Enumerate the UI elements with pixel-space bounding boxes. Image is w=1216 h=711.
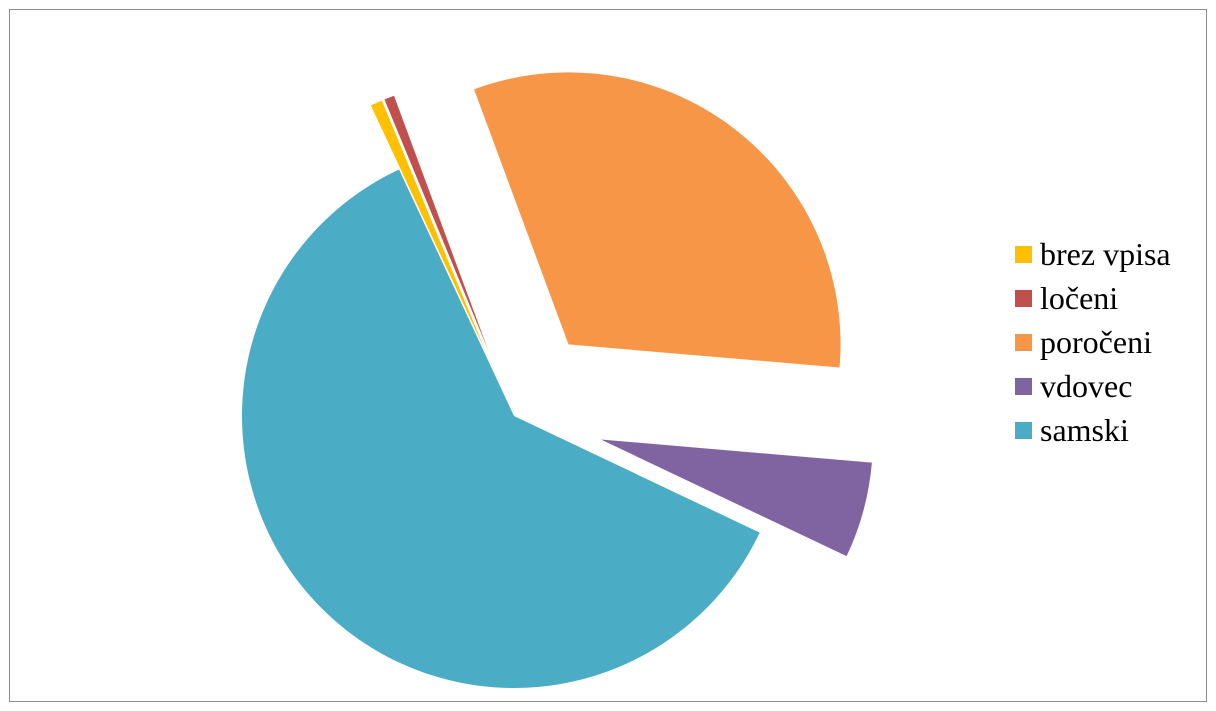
pie-slices [242, 72, 872, 689]
pie-slice-vdovec [600, 439, 872, 557]
legend-item-vdovec: vdovec [1015, 364, 1171, 408]
legend-swatch [1015, 289, 1032, 307]
pie-slice-samski [242, 169, 760, 689]
legend-swatch [1015, 245, 1032, 263]
pie-slice-ločeni [384, 95, 489, 351]
legend-label: vdovec [1040, 368, 1133, 404]
legend-item-samski: samski [1015, 408, 1171, 452]
legend-label: poročeni [1040, 324, 1152, 360]
legend-item-poroceni: poročeni [1015, 320, 1171, 364]
legend-swatch [1015, 333, 1032, 351]
legend-swatch [1015, 421, 1032, 439]
legend-item-brez-vpisa: brez vpisa [1015, 232, 1171, 276]
legend-item-loceni: ločeni [1015, 276, 1171, 320]
pie-slice-brez-vpisa [370, 100, 486, 352]
pie-slice-poročeni [474, 72, 841, 368]
legend-label: samski [1040, 412, 1129, 448]
legend: brez vpisa ločeni poročeni vdovec samski [1015, 232, 1171, 452]
legend-label: brez vpisa [1040, 236, 1171, 272]
legend-label: ločeni [1040, 280, 1119, 316]
legend-swatch [1015, 377, 1032, 395]
